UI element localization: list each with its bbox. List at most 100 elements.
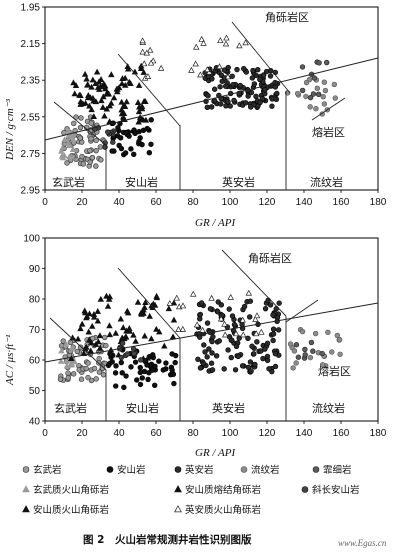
top-x-ticks: 0 20 40 60 80 100 120 140 160 180 xyxy=(42,190,387,208)
bottom-point-安山岩 xyxy=(121,384,127,391)
top-y-tick-label: 2.55 xyxy=(21,112,41,123)
bottom-point-斜长安山岩 xyxy=(118,354,125,361)
top-point-安山质熔结角砾岩 xyxy=(135,82,143,88)
top-point-安山质熔结角砾岩 xyxy=(135,108,143,115)
top-point-英安质火山角砾岩 xyxy=(204,66,211,73)
top-point-英安质火山角砾岩 xyxy=(188,66,195,73)
top-point-英安质火山角砾岩 xyxy=(147,59,155,66)
bottom-point-安山质熔结角砾岩 xyxy=(68,355,75,362)
bottom-point-流纹岩 xyxy=(334,332,341,339)
legend-label: 英安岩 xyxy=(185,464,214,476)
bottom-y-tick-label: 100 xyxy=(23,234,40,245)
bottom-point-安山质熔结角砾岩 xyxy=(170,316,178,323)
bottom-point-霏细岩 xyxy=(293,342,300,348)
bottom-point-霏细岩 xyxy=(302,352,308,358)
top-point-英安岩 xyxy=(255,66,261,73)
bottom-point-霏细岩 xyxy=(302,346,308,353)
bottom-point-安山岩 xyxy=(112,370,119,376)
top-plot-frame xyxy=(44,6,379,191)
legend-item: 英安质火山角砾岩 xyxy=(174,504,261,516)
bottom-x-tick-label: 0 xyxy=(42,428,48,439)
top-point-玄武岩 xyxy=(78,115,84,121)
top-boundary-diagonal-2 xyxy=(117,53,181,127)
bottom-point-玄武质火山角砾岩 xyxy=(71,358,78,365)
bottom-point-安山岩 xyxy=(171,380,177,387)
legend-marker xyxy=(22,466,30,473)
bottom-point-英安岩 xyxy=(272,363,279,370)
bottom-point-安山质火山角砾岩 xyxy=(94,308,101,314)
bottom-point-玄武质火山角砾岩 xyxy=(68,345,75,352)
top-point-玄武岩 xyxy=(89,154,96,161)
bottom-point-安山质火山角砾岩 xyxy=(83,314,90,321)
bottom-point-英安质火山角砾岩 xyxy=(179,325,187,332)
top-point-霏细岩 xyxy=(315,91,322,98)
bottom-point-英安岩 xyxy=(247,359,254,365)
bottom-point-流纹岩 xyxy=(287,341,294,347)
bottom-point-霏细岩 xyxy=(308,339,315,346)
bottom-point-英安岩 xyxy=(209,367,216,373)
top-x-tick-label: 100 xyxy=(222,197,239,208)
bottom-point-安山岩 xyxy=(137,364,143,371)
bottom-point-流纹岩 xyxy=(336,336,343,343)
top-x-tick-label: 20 xyxy=(76,197,88,208)
top-point-安山质熔结角砾岩 xyxy=(142,98,149,104)
top-y-tick-label: 2.35 xyxy=(21,76,41,87)
top-point-霏细岩 xyxy=(310,91,317,97)
legend-marker xyxy=(22,505,30,513)
bottom-point-英安岩 xyxy=(226,306,232,312)
bottom-point-玄武质火山角砾岩 xyxy=(62,357,70,364)
top-point-英安岩 xyxy=(260,72,267,78)
bottom-point-玄武岩 xyxy=(74,348,81,355)
legend-marker xyxy=(174,466,182,473)
bottom-point-流纹岩 xyxy=(293,360,299,366)
top-point-霏细岩 xyxy=(324,59,330,66)
bottom-point-英安质火山角砾岩 xyxy=(253,312,261,319)
top-point-英安岩 xyxy=(208,104,215,110)
bottom-point-安山质熔结角砾岩 xyxy=(97,295,105,302)
bottom-point-英安质火山角砾岩 xyxy=(190,290,197,297)
bottom-y-tick-label: 60 xyxy=(29,356,41,367)
top-point-安山质火山角砾岩 xyxy=(71,90,78,97)
top-point-英安岩 xyxy=(234,66,240,73)
bottom-point-玄武岩 xyxy=(96,369,103,375)
bottom-point-英安岩 xyxy=(207,306,214,312)
legend-marker xyxy=(106,466,114,473)
bottom-point-英安岩 xyxy=(209,338,215,345)
top-point-英安岩 xyxy=(229,73,235,79)
bottom-y-tick-label: 40 xyxy=(29,417,41,428)
bottom-point-英安质火山角砾岩 xyxy=(258,328,265,335)
bottom-point-安山质熔结角砾岩 xyxy=(140,306,147,313)
top-point-英安质火山角砾岩 xyxy=(216,63,223,70)
top-point-英安质火山角砾岩 xyxy=(146,46,154,53)
bottom-point-玄武岩 xyxy=(93,376,99,382)
bottom-point-英安岩 xyxy=(270,312,276,318)
bottom-point-英安岩 xyxy=(239,363,246,369)
top-point-玄武岩 xyxy=(93,163,99,169)
bottom-point-斜长安山岩 xyxy=(119,340,126,346)
bottom-point-英安岩 xyxy=(246,314,253,320)
bottom-point-玄武岩 xyxy=(100,371,107,378)
top-point-英安质火山角砾岩 xyxy=(193,43,200,50)
bottom-point-霏细岩 xyxy=(319,350,325,357)
top-point-安山岩 xyxy=(117,135,124,141)
bottom-point-英安岩 xyxy=(202,349,208,355)
bottom-point-英安质火山角砾岩 xyxy=(221,331,229,338)
legend-marker xyxy=(174,485,182,493)
bottom-point-英安岩 xyxy=(228,354,234,361)
bottom-point-玄武岩 xyxy=(70,371,77,377)
top-point-玄武岩 xyxy=(77,135,83,141)
bottom-point-英安岩 xyxy=(209,350,215,356)
top-point-安山质火山角砾岩 xyxy=(118,98,125,105)
bottom-point-玄武岩 xyxy=(103,342,109,349)
bottom-point-英安岩 xyxy=(270,331,277,337)
bottom-point-英安岩 xyxy=(235,353,241,360)
top-x-axis-label: GR / API xyxy=(195,217,236,229)
top-point-安山岩 xyxy=(146,150,153,156)
bottom-zone-dacite: 英安岩 xyxy=(212,401,245,415)
bottom-point-安山质熔结角砾岩 xyxy=(169,333,177,340)
bottom-point-安山质熔结角砾岩 xyxy=(144,354,152,361)
bottom-point-流纹岩 xyxy=(291,348,298,354)
top-zone-lava: 熔岩区 xyxy=(312,125,345,139)
top-point-安山质熔结角砾岩 xyxy=(108,71,115,78)
